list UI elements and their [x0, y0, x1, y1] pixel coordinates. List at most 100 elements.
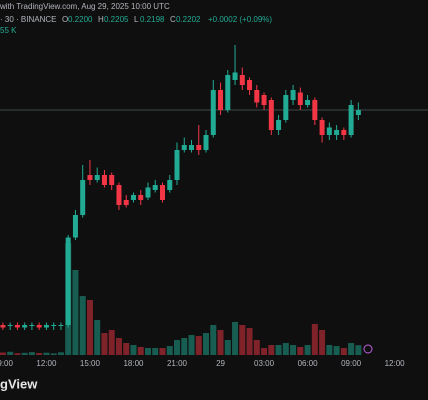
- volume-label: 55 K: [0, 26, 17, 35]
- candle-body: [239, 75, 245, 85]
- candle-body: [290, 90, 296, 100]
- candle-body: [210, 90, 216, 135]
- candle-body: [181, 145, 187, 150]
- footer: [0, 372, 428, 400]
- candle-body: [218, 90, 224, 110]
- volume-bar: [290, 345, 297, 355]
- volume-bar: [79, 296, 86, 355]
- candle-body: [283, 95, 289, 120]
- volume-bar: [355, 345, 362, 355]
- volume-bar: [275, 345, 282, 355]
- source: with TradingView.com, Aug 29, 2025 10:00…: [0, 2, 170, 11]
- candle-body: [196, 145, 202, 150]
- ohlc-key: L: [134, 15, 139, 24]
- candle-body: [22, 325, 28, 328]
- candle-body: [152, 185, 158, 190]
- ohlc-key: O: [62, 15, 68, 24]
- volume-bar: [57, 352, 64, 355]
- candle-body: [334, 130, 340, 135]
- volume-bar: [326, 345, 333, 355]
- volume-bar: [188, 335, 195, 355]
- candle-body: [312, 100, 318, 120]
- candle-body: [130, 195, 136, 200]
- volume-bar: [130, 345, 137, 355]
- volume-bar: [319, 330, 326, 355]
- candle-body: [276, 120, 282, 130]
- candle-body: [36, 325, 42, 328]
- candle-body: [116, 185, 122, 205]
- candle-body: [109, 175, 115, 185]
- volume-bar: [340, 348, 347, 355]
- volume-bar: [239, 325, 246, 355]
- candle-body: [123, 200, 129, 205]
- volume-bar: [268, 345, 275, 355]
- volume-bar: [166, 346, 173, 355]
- candle-body: [167, 180, 173, 190]
- candle-body: [297, 92, 303, 105]
- volume-bar: [36, 353, 43, 355]
- candle-body: [225, 75, 231, 110]
- candle-body: [203, 135, 209, 150]
- volume-bar: [50, 353, 57, 355]
- volume-bar: [261, 348, 268, 355]
- x-tick-label: 29: [216, 359, 225, 368]
- x-tick-label: 12:00: [385, 359, 406, 368]
- candle-body: [87, 175, 93, 180]
- x-tick-label: 15:00: [80, 359, 101, 368]
- volume-bar: [210, 325, 217, 355]
- x-tick-label: 03:00: [254, 359, 275, 368]
- candle-body: [254, 90, 260, 103]
- volume-bar: [115, 338, 122, 355]
- candle-body: [261, 95, 267, 105]
- x-tick-label: 12:00: [36, 359, 57, 368]
- volume-bar: [101, 333, 108, 355]
- candle-body: [348, 105, 354, 135]
- volume-bar: [246, 328, 253, 355]
- volume-bar: [7, 351, 14, 355]
- ohlc-key: C: [170, 15, 176, 24]
- volume-bar: [217, 330, 224, 355]
- volume-bar: [152, 348, 159, 355]
- volume-bar: [72, 270, 79, 355]
- candle-body: [341, 130, 347, 135]
- candle-body: [29, 325, 35, 326]
- candle-body: [232, 72, 238, 80]
- candle-body: [65, 237, 71, 325]
- candle-body: [326, 127, 332, 135]
- x-tick-label: 09:00: [0, 359, 13, 368]
- candle-body: [159, 185, 165, 200]
- symbol: · 30 · BINANCE: [0, 15, 56, 24]
- volume-bar: [203, 333, 210, 355]
- candle-body: [145, 187, 151, 198]
- ohlc-value: 0.2202: [176, 15, 201, 24]
- candle-body: [0, 325, 6, 328]
- volume-bar: [297, 346, 304, 355]
- x-tick-label: 06:00: [298, 359, 319, 368]
- candle-body: [305, 100, 311, 105]
- candle-body: [14, 325, 20, 328]
- candle-body: [355, 110, 361, 115]
- volume-bar: [282, 343, 289, 355]
- volume-bar: [28, 352, 35, 355]
- volume-bar: [21, 352, 28, 355]
- volume-bar: [304, 345, 311, 355]
- x-tick-label: 09:00: [341, 359, 362, 368]
- volume-bar: [137, 346, 144, 355]
- candle-body: [189, 145, 195, 150]
- ohlc-value: 0.2200: [68, 15, 93, 24]
- event-icon: [363, 344, 373, 354]
- candle-body: [138, 195, 144, 200]
- candle-body: [7, 325, 13, 326]
- volume-bar: [0, 352, 6, 355]
- volume-bar: [181, 338, 188, 355]
- x-tick-label: 21:00: [167, 359, 188, 368]
- ohlc-key: H: [98, 15, 104, 24]
- volume-bar: [333, 346, 340, 355]
- volume-bar: [108, 330, 115, 355]
- volume-bar: [86, 300, 93, 355]
- candle-body: [43, 325, 49, 328]
- candle-body: [51, 325, 57, 326]
- logo: gView: [0, 376, 38, 391]
- ohlc-value: 0.2198: [140, 15, 165, 24]
- volume-bar: [14, 353, 21, 355]
